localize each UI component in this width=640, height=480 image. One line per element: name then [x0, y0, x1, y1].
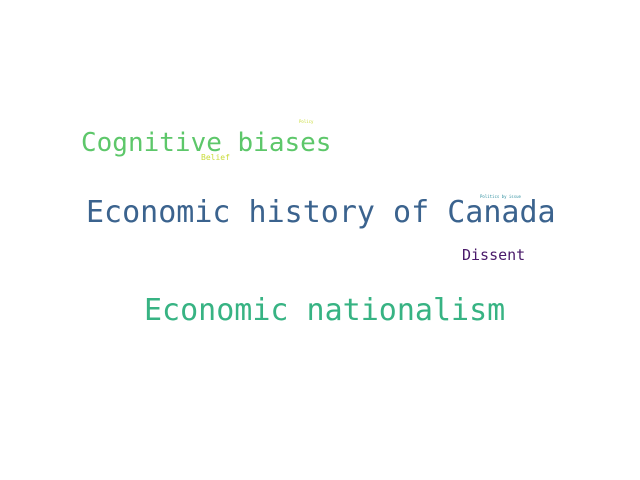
word-dissent: Dissent — [462, 246, 526, 264]
word-cognitive-biases: Cognitive biases — [81, 128, 332, 158]
word-politics-by-issue: Politics by issue — [480, 194, 521, 199]
word-economic-nationalism: Economic nationalism — [144, 293, 506, 328]
word-economic-history-of-canada: Economic history of Canada — [86, 195, 556, 230]
word-policy: Policy — [299, 119, 314, 124]
word-belief: Belief — [201, 153, 230, 162]
